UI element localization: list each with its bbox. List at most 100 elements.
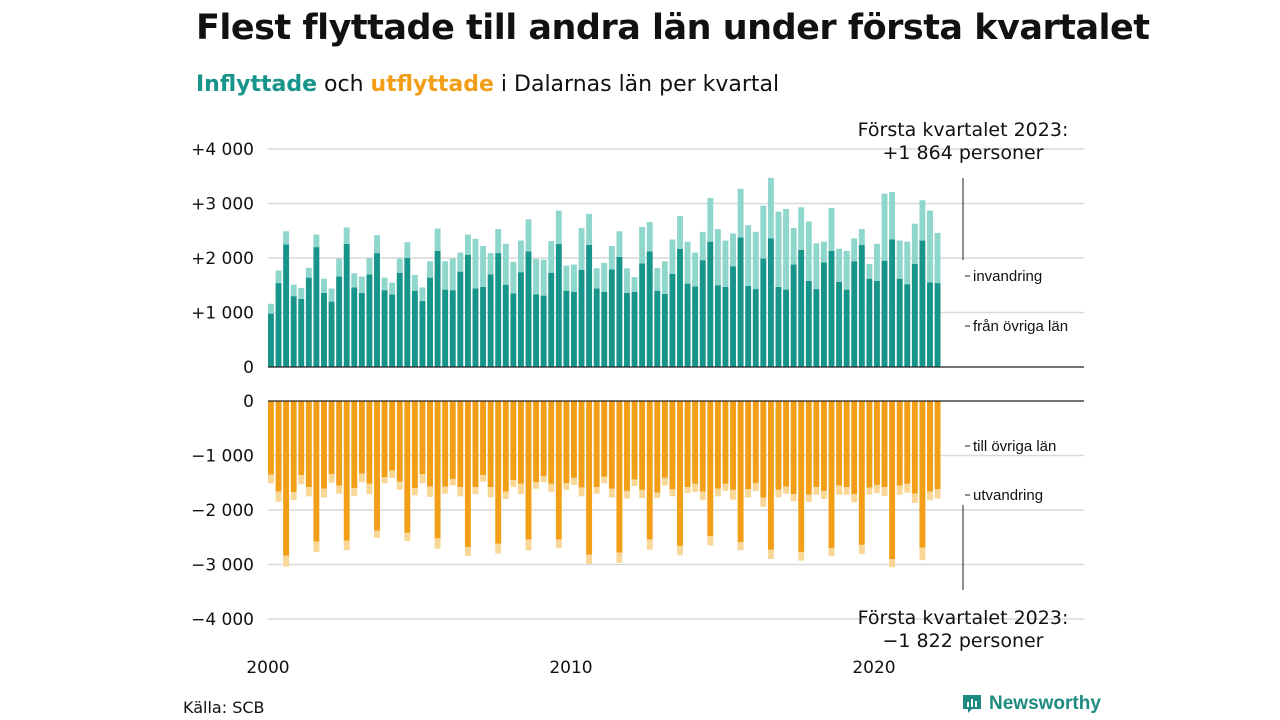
- bar-to-other-counties: [752, 401, 759, 484]
- bottom-y-tick-label: −2 000: [191, 501, 254, 521]
- bar-immigration: [563, 265, 570, 291]
- bar-from-other-counties: [813, 289, 820, 367]
- bar-from-other-counties: [381, 290, 388, 367]
- bar-to-other-counties: [790, 401, 797, 495]
- bar-emigration: [730, 489, 736, 500]
- bar-emigration: [805, 494, 812, 502]
- bar-immigration: [639, 226, 646, 264]
- bottom-y-tick-label: −4 000: [191, 610, 254, 630]
- bar-to-other-counties: [442, 401, 449, 487]
- bar-immigration: [820, 241, 827, 263]
- bar-from-other-counties: [343, 243, 350, 367]
- bar-to-other-counties: [911, 401, 918, 494]
- bar-immigration: [404, 242, 411, 258]
- bar-emigration: [654, 492, 661, 499]
- bar-immigration: [343, 227, 350, 244]
- bar-to-other-counties: [601, 401, 608, 477]
- bar-from-other-counties: [654, 290, 661, 367]
- bar-from-other-counties: [828, 250, 835, 367]
- bar-emigration: [404, 532, 411, 542]
- bar-immigration: [790, 228, 797, 265]
- bar-immigration: [548, 241, 555, 273]
- bottom-y-tick-label: −1 000: [191, 447, 254, 467]
- bar-from-other-counties: [699, 260, 706, 367]
- bar-from-other-counties: [290, 296, 297, 367]
- bar-immigration: [336, 258, 343, 277]
- chart-title: Flest flyttade till andra län under förs…: [196, 8, 1150, 48]
- bar-emigration: [684, 487, 691, 494]
- bar-to-other-counties: [464, 401, 471, 548]
- bar-immigration: [480, 246, 487, 287]
- bar-immigration: [313, 234, 320, 248]
- bar-from-other-counties: [434, 250, 441, 367]
- bar-immigration: [616, 231, 623, 257]
- bar-emigration: [457, 487, 464, 497]
- bar-from-other-counties: [321, 292, 327, 367]
- bar-emigration: [358, 473, 365, 483]
- bar-emigration: [487, 487, 494, 498]
- bar-emigration: [510, 480, 517, 488]
- newsworthy-logo-icon: [963, 695, 981, 713]
- bar-emigration: [396, 481, 403, 490]
- bar-from-other-counties: [745, 285, 752, 367]
- bar-to-other-counties: [927, 401, 933, 492]
- bar-to-other-counties: [692, 401, 699, 484]
- bar-immigration: [624, 268, 630, 293]
- bar-to-other-counties: [631, 401, 638, 480]
- bar-to-other-counties: [843, 401, 850, 488]
- series-label: från övriga län: [973, 318, 1068, 335]
- bar-immigration: [836, 248, 843, 282]
- bar-to-other-counties: [934, 401, 941, 490]
- bar-immigration: [737, 188, 744, 238]
- bar-immigration: [434, 228, 441, 251]
- bar-from-other-counties: [843, 289, 850, 367]
- bar-immigration: [586, 213, 593, 245]
- bar-immigration: [934, 232, 941, 284]
- bar-from-other-counties: [820, 262, 827, 367]
- bar-immigration: [919, 200, 926, 241]
- bar-emigration: [571, 477, 577, 485]
- bar-immigration: [321, 278, 327, 293]
- bar-from-other-counties: [722, 286, 729, 367]
- bar-immigration: [555, 210, 562, 244]
- bar-to-other-counties: [699, 401, 706, 492]
- bar-from-other-counties: [298, 298, 305, 367]
- bar-to-other-counties: [586, 401, 593, 555]
- bar-from-other-counties: [851, 261, 858, 367]
- bar-immigration: [358, 276, 365, 293]
- bar-emigration: [646, 539, 653, 550]
- bar-to-other-counties: [396, 401, 403, 482]
- bar-immigration: [699, 231, 706, 261]
- bar-emigration: [881, 487, 888, 496]
- bar-immigration: [419, 287, 426, 302]
- bar-immigration: [881, 193, 888, 261]
- bar-to-other-counties: [457, 401, 464, 488]
- bar-from-other-counties: [502, 284, 509, 367]
- bar-to-other-counties: [616, 401, 623, 553]
- bar-emigration: [464, 547, 471, 556]
- bar-from-other-counties: [737, 237, 744, 367]
- bar-emigration: [911, 493, 918, 503]
- bar-emigration: [366, 483, 373, 495]
- bar-immigration: [828, 207, 835, 251]
- bar-immigration: [283, 231, 290, 245]
- bar-to-other-counties: [684, 401, 691, 488]
- bar-emigration: [767, 549, 774, 560]
- bar-emigration: [631, 479, 638, 487]
- bar-to-other-counties: [305, 401, 312, 488]
- bar-from-other-counties: [563, 290, 570, 367]
- bar-from-other-counties: [555, 243, 562, 367]
- bar-emigration: [934, 489, 941, 499]
- bar-emigration: [555, 539, 562, 549]
- bar-emigration: [661, 477, 668, 486]
- bar-emigration: [813, 487, 820, 495]
- bar-immigration: [374, 235, 380, 254]
- bar-immigration: [707, 198, 714, 242]
- bar-immigration: [290, 284, 297, 297]
- bar-emigration: [692, 483, 699, 493]
- bar-immigration: [874, 243, 880, 281]
- bar-to-other-counties: [783, 401, 790, 487]
- bar-immigration: [351, 273, 358, 288]
- bar-from-other-counties: [677, 248, 683, 367]
- bar-immigration: [396, 258, 403, 273]
